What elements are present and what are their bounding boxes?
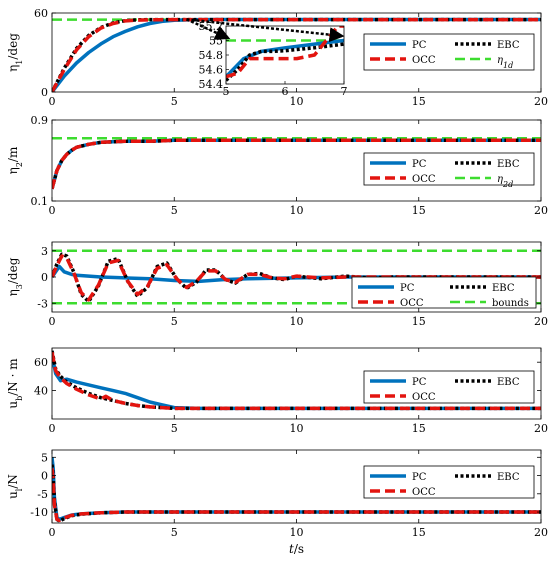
x-tick-label: 15 [412, 422, 426, 435]
legend-label: η2d [497, 174, 513, 189]
x-tick-label: 15 [412, 526, 426, 539]
x-tick-label: 10 [290, 315, 304, 328]
y-tick-label: 40 [34, 385, 48, 398]
x-tick-label: 20 [534, 422, 548, 435]
zoom-arrow [185, 18, 231, 40]
legend-label: OCC [412, 55, 436, 66]
x-tick-label: 5 [171, 315, 178, 328]
legend-label: bounds [492, 298, 529, 309]
y-tick-label: 0.1 [31, 195, 49, 208]
y-axis-label: ul/N [6, 474, 24, 499]
y-axis-label: ub/N · m [6, 358, 24, 409]
x-tick-label: 10 [290, 95, 304, 108]
series-group [52, 457, 541, 523]
legend: PC EBC OCC [363, 465, 535, 499]
subplot-2: 0 5 10 15 20 0.1 0.9 η2/m PC EBC OCC η2d [6, 114, 548, 217]
series-line-occ [52, 17, 541, 92]
x-tick-label: 10 [290, 526, 304, 539]
y-tick-label: 60 [34, 7, 48, 20]
y-tick-label: 0 [41, 271, 48, 284]
series-line-occ [52, 254, 541, 302]
inset-line-ebc [226, 42, 344, 82]
series-line-occ [52, 351, 541, 411]
inset-y-tick-label: 55 [209, 35, 223, 48]
legend-label: EBC [497, 472, 520, 483]
zoom-arrow [186, 18, 345, 43]
x-tick-label: 0 [49, 95, 56, 108]
legend: PC EBC OCC η2d [363, 152, 535, 189]
legend-box [363, 33, 535, 71]
legend-label: PC [400, 283, 415, 294]
x-tick-label: 20 [534, 95, 548, 108]
y-tick-label: -10 [30, 506, 48, 519]
legend-label: PC [412, 472, 427, 483]
x-tick-label: 15 [412, 315, 426, 328]
legend-label: OCC [412, 487, 436, 498]
series-group [52, 17, 541, 92]
legend-label: OCC [412, 392, 436, 403]
series-group [52, 350, 541, 411]
legend: PC EBC OCC η1d [363, 33, 535, 71]
legend-label: EBC [492, 283, 515, 294]
x-tick-label: 20 [534, 204, 548, 217]
y-axis-label: η2/m [6, 146, 24, 174]
y-tick-label: -5 [37, 488, 48, 501]
x-tick-label: 10 [290, 422, 304, 435]
legend-label: PC [412, 377, 427, 388]
x-tick-label: 15 [412, 204, 426, 217]
x-tick-label: 5 [171, 95, 178, 108]
legend: PC EBC OCC [363, 370, 535, 404]
x-tick-label: 0 [49, 315, 56, 328]
legend-label: OCC [412, 174, 436, 185]
legend-label: EBC [497, 40, 520, 51]
x-tick-label: 5 [171, 204, 178, 217]
inset-y-tick-label: 54.8 [199, 49, 224, 62]
legend-label: η1d [497, 55, 513, 70]
y-tick-label: 3 [41, 245, 48, 258]
x-axis-label: t/s [289, 542, 304, 556]
legend-label: OCC [400, 298, 424, 309]
x-tick-label: 5 [171, 422, 178, 435]
series-line-occ [52, 138, 541, 190]
legend: PC EBC OCC bounds [351, 276, 537, 309]
y-tick-label: 0 [41, 470, 48, 483]
y-tick-label: 60 [34, 356, 48, 369]
x-tick-label: 0 [49, 422, 56, 435]
x-tick-label: 20 [534, 526, 548, 539]
y-tick-label: 5 [41, 451, 48, 464]
x-tick-label: 5 [171, 526, 178, 539]
series-group [52, 136, 541, 190]
legend-label: PC [412, 40, 427, 51]
y-tick-label: -3 [37, 297, 48, 310]
inset-line-pc [226, 38, 344, 78]
x-tick-label: 0 [49, 526, 56, 539]
x-tick-label: 0 [49, 204, 56, 217]
inset-x-tick-label: 6 [282, 85, 289, 98]
y-tick-label: 0.9 [31, 114, 49, 127]
inset-x-tick-label: 7 [341, 85, 348, 98]
y-tick-label: 0 [41, 86, 48, 99]
subplot-5: 0 5 10 15 20 5 0 -5 -10 ul/N t/s PC EBC OCC [6, 449, 548, 556]
inset-y-tick-label: 54.4 [199, 78, 224, 91]
x-tick-label: 15 [412, 95, 426, 108]
legend-label: EBC [497, 377, 520, 388]
inset-y-tick-label: 54.6 [199, 64, 224, 77]
y-axis-label: η1/deg [6, 33, 24, 72]
series-line-occ [52, 468, 541, 523]
y-axis-label: η3/deg [6, 257, 24, 296]
inset-x-tick-label: 5 [223, 85, 230, 98]
series-group [52, 249, 541, 305]
x-tick-label: 10 [290, 204, 304, 217]
legend-label: PC [412, 159, 427, 170]
legend-label: EBC [497, 159, 520, 170]
subplot-4: 0 5 10 15 20 60 40 ub/N · m PC EBC OCC [6, 347, 548, 435]
x-tick-label: 20 [534, 315, 548, 328]
